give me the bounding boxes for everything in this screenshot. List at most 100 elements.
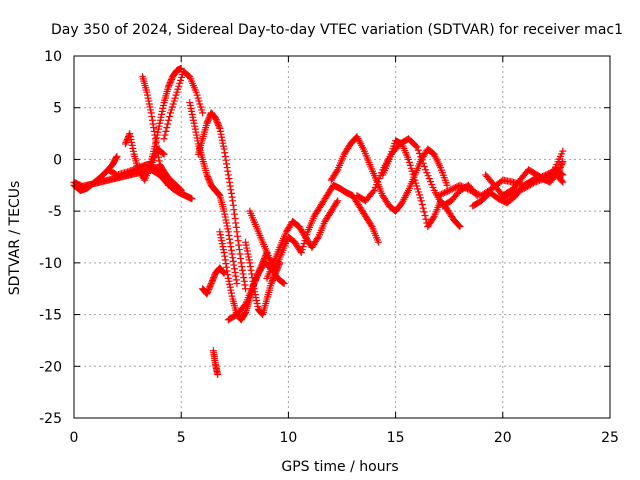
data-point <box>129 147 137 155</box>
data-point <box>421 212 429 220</box>
data-point <box>207 280 215 288</box>
data-point <box>298 246 306 254</box>
data-point <box>467 186 475 194</box>
data-point <box>121 140 129 148</box>
data-point <box>189 116 197 124</box>
data-point <box>158 110 166 118</box>
data-point <box>242 241 250 249</box>
series-track-23 <box>499 171 567 203</box>
data-point <box>438 190 446 198</box>
data-point <box>205 115 213 123</box>
data-point <box>188 110 196 118</box>
data-point <box>228 193 236 201</box>
data-point <box>191 125 199 133</box>
data-point <box>193 131 201 139</box>
y-tick-label: -10 <box>39 256 62 272</box>
data-point <box>280 280 288 288</box>
data-point <box>204 287 212 295</box>
data-point <box>413 143 421 151</box>
data-point <box>220 249 228 257</box>
data-point <box>429 184 437 192</box>
data-point <box>210 274 218 282</box>
data-point <box>558 177 566 185</box>
series-track-16 <box>263 197 342 282</box>
data-point <box>226 235 234 243</box>
data-point <box>370 186 378 194</box>
data-point <box>232 272 240 280</box>
data-point <box>444 187 452 195</box>
data-point <box>471 189 479 197</box>
data-point <box>145 100 153 108</box>
data-point <box>269 275 277 283</box>
data-point <box>241 310 249 318</box>
data-point <box>221 152 229 160</box>
data-point <box>218 240 226 248</box>
data-point <box>205 177 213 185</box>
data-point <box>442 188 450 196</box>
data-point <box>415 191 423 199</box>
data-point <box>251 291 259 299</box>
data-point <box>178 73 186 81</box>
data-point <box>148 113 156 121</box>
data-point <box>443 181 451 189</box>
data-point <box>166 80 174 88</box>
data-point <box>558 159 566 167</box>
series-track-7 <box>160 68 207 143</box>
data-point <box>230 261 238 269</box>
data-point <box>186 101 194 109</box>
data-point <box>333 167 341 175</box>
x-tick-label: 5 <box>177 430 186 446</box>
data-point <box>226 182 234 190</box>
data-point <box>195 97 203 105</box>
data-point <box>164 181 172 189</box>
data-point <box>420 208 428 216</box>
data-point <box>559 147 567 155</box>
data-point <box>414 185 422 193</box>
data-point <box>172 91 180 99</box>
data-point <box>249 277 257 285</box>
chart-title: Day 350 of 2024, Sidereal Day-to-day VTE… <box>51 22 623 38</box>
data-point <box>209 275 217 283</box>
data-point <box>173 88 181 96</box>
data-point <box>230 210 238 218</box>
data-point <box>127 135 135 143</box>
data-point <box>220 207 228 215</box>
data-point <box>187 104 195 112</box>
data-point <box>221 149 229 157</box>
data-point <box>241 281 249 289</box>
series-track-17 <box>327 133 451 215</box>
data-point <box>238 266 246 274</box>
data-point <box>422 166 430 174</box>
data-point <box>224 225 232 233</box>
data-point <box>214 120 222 128</box>
data-point <box>150 127 158 135</box>
data-point <box>165 116 173 124</box>
data-point <box>174 85 182 93</box>
data-point <box>231 215 239 223</box>
data-point <box>206 178 214 186</box>
x-tick-label: 15 <box>387 430 405 446</box>
data-point <box>299 243 307 251</box>
data-point <box>230 206 238 214</box>
data-point <box>231 268 239 276</box>
data-point <box>167 106 175 114</box>
data-point <box>160 150 168 158</box>
data-point <box>198 106 206 114</box>
data-point <box>204 118 212 126</box>
data-point <box>233 280 241 288</box>
data-point <box>434 192 442 200</box>
data-point <box>159 104 167 112</box>
data-point <box>145 97 153 105</box>
y-tick-label: 0 <box>53 152 62 168</box>
data-point <box>113 152 121 160</box>
data-point <box>234 237 242 245</box>
data-point <box>415 188 423 196</box>
data-point <box>155 153 163 161</box>
data-point <box>128 138 136 146</box>
data-point <box>167 76 175 84</box>
data-point <box>418 200 426 208</box>
series-track-10 <box>199 264 228 298</box>
data-point <box>205 284 213 292</box>
data-point <box>190 119 198 127</box>
data-point <box>267 280 275 288</box>
